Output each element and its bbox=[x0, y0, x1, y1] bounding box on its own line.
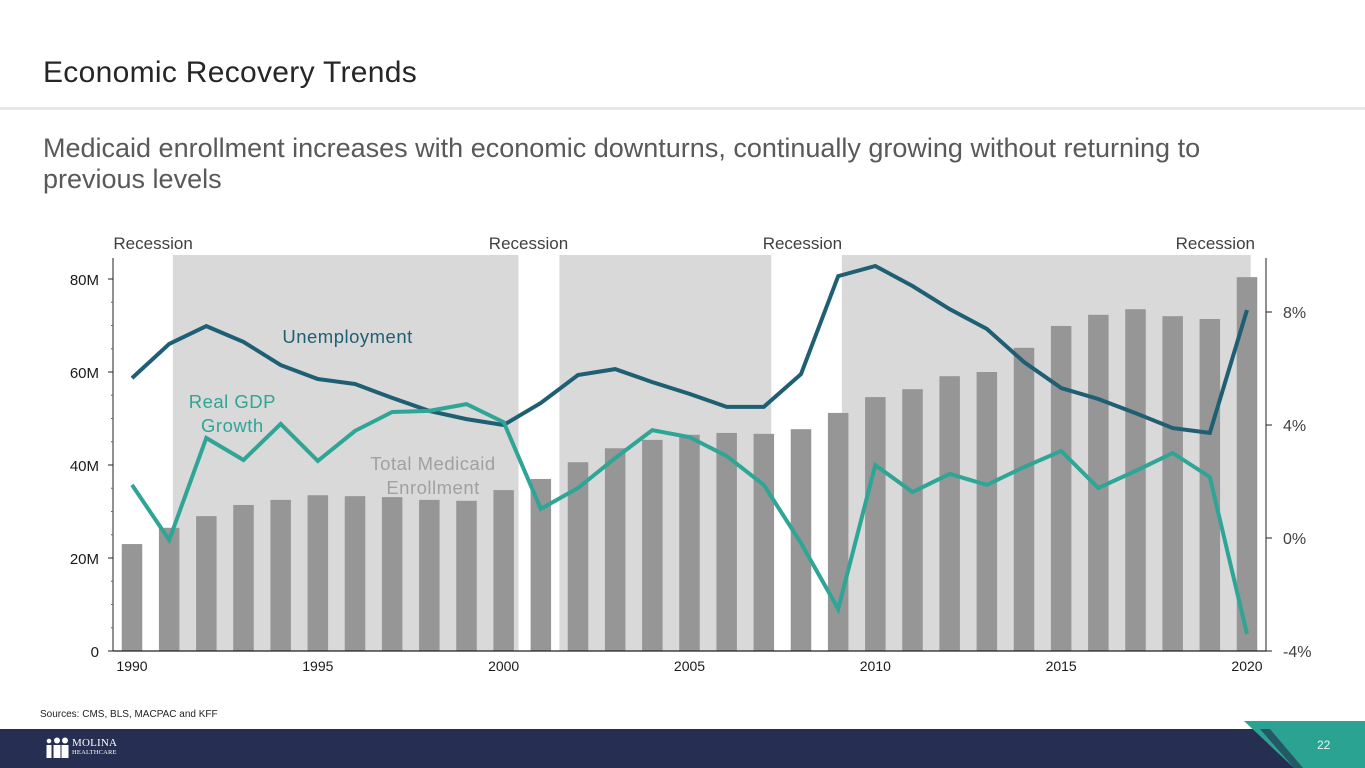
enrollment-bar bbox=[1050, 325, 1072, 651]
unemployment-line bbox=[130, 263, 1249, 436]
company-logo: MOLINA HEALTHCARE bbox=[44, 737, 117, 759]
enrollment-bar bbox=[604, 448, 626, 651]
x-axis-tick-label: 1990 bbox=[116, 658, 147, 674]
chart-labels: Recession Recession Recession Recession Unem… bbox=[113, 234, 1255, 498]
enrollment-bar bbox=[976, 372, 998, 651]
footer-accent-shape bbox=[1244, 721, 1365, 768]
enrollment-bar bbox=[456, 500, 477, 651]
x-axis-tick-label: 1995 bbox=[302, 658, 333, 674]
enrollment-bar bbox=[530, 478, 552, 651]
sources-note: Sources: CMS, BLS, MACPAC and KFF bbox=[40, 709, 218, 720]
enrollment-bar bbox=[1162, 316, 1183, 651]
enrollment-bar bbox=[679, 434, 700, 651]
enrollment-bar bbox=[902, 389, 923, 651]
slide-subtitle: Medicaid enrollment increases with econo… bbox=[43, 133, 1201, 194]
slide-title: Economic Recovery Trends bbox=[43, 56, 418, 89]
recession-label: Recession bbox=[1176, 234, 1255, 253]
enrollment-bar bbox=[121, 544, 143, 651]
x-axis-tick-label: 2020 bbox=[1231, 658, 1262, 674]
series-lines bbox=[130, 263, 1249, 635]
footer-bar bbox=[0, 729, 1365, 768]
recession-band bbox=[559, 255, 772, 651]
title-divider bbox=[0, 107, 1365, 110]
people-icon bbox=[46, 737, 69, 758]
enrollment-bar bbox=[1125, 309, 1146, 651]
unemployment-label: Unemployment bbox=[282, 326, 412, 347]
enrollment-bar bbox=[939, 376, 960, 651]
x-axis-tick-label: 2010 bbox=[860, 658, 891, 674]
enrollment-bar bbox=[827, 412, 849, 651]
enrollment-bar bbox=[567, 462, 589, 651]
enrollment-bar bbox=[493, 490, 514, 651]
enrollment-bar bbox=[865, 397, 886, 651]
enrollment-bar bbox=[270, 499, 291, 651]
enrollment-label: Total Medicaid Enrollment bbox=[370, 453, 495, 498]
enrollment-bar bbox=[196, 516, 217, 651]
enrollment-bar bbox=[642, 439, 663, 651]
gdp-growth-label: Real GDP Growth bbox=[189, 391, 276, 436]
medicaid-economic-chart: 0 20M 40M 60M 80M -4% 0% 4% 8% 1990 1995 2000 2005 20… bbox=[70, 234, 1312, 674]
enrollment-bar bbox=[381, 497, 403, 651]
page-number: 22 bbox=[1317, 738, 1331, 752]
right-axis-tick-label: 4% bbox=[1283, 418, 1306, 435]
enrollment-bars bbox=[121, 277, 1258, 651]
x-axis-tick-label: 2005 bbox=[674, 658, 705, 674]
enrollment-bar bbox=[344, 496, 366, 651]
enrollment-bar bbox=[158, 527, 180, 651]
right-axis-tick-label: 8% bbox=[1283, 305, 1306, 322]
recession-label: Recession bbox=[489, 234, 568, 253]
right-axis-tick-label: -4% bbox=[1283, 644, 1311, 661]
enrollment-bar bbox=[716, 432, 737, 651]
left-axis-tick-label: 60M bbox=[70, 365, 99, 382]
left-axis-tick-label: 40M bbox=[70, 458, 99, 475]
recession-label: Recession bbox=[763, 234, 842, 253]
enrollment-bar bbox=[419, 499, 440, 651]
logo-subtitle: HEALTHCARE bbox=[72, 749, 117, 756]
gdp-growth-line bbox=[130, 402, 1249, 635]
left-axis-tick-label: 80M bbox=[70, 272, 99, 289]
left-axis-tick-label: 0 bbox=[91, 644, 99, 661]
enrollment-bar bbox=[307, 495, 329, 651]
right-axis-tick-label: 0% bbox=[1283, 531, 1306, 548]
x-axis-tick-label: 2000 bbox=[488, 658, 519, 674]
enrollment-bar bbox=[1236, 277, 1258, 651]
chart-axes: 0 20M 40M 60M 80M -4% 0% 4% 8% 1990 1995 2000 2005 20… bbox=[70, 258, 1311, 674]
enrollment-bar bbox=[753, 433, 775, 651]
left-axis-tick-label: 20M bbox=[70, 551, 99, 568]
enrollment-bar bbox=[233, 504, 254, 651]
enrollment-bar bbox=[1013, 347, 1035, 651]
x-axis-tick-label: 2015 bbox=[1046, 658, 1077, 674]
recession-label: Recession bbox=[113, 234, 192, 253]
logo-name: MOLINA bbox=[72, 737, 118, 749]
